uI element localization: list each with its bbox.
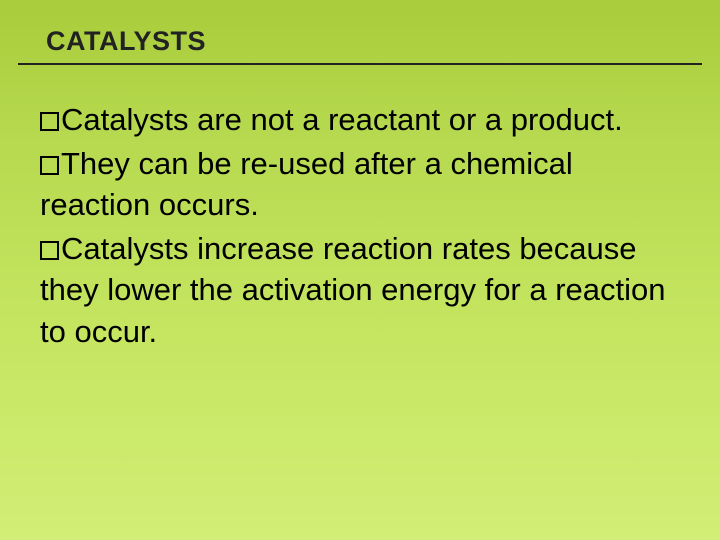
slide: CATALYSTS Catalysts are not a reactant o… bbox=[0, 0, 720, 540]
bullet-item: Catalysts are not a reactant or a produc… bbox=[40, 99, 680, 141]
slide-body: Catalysts are not a reactant or a produc… bbox=[0, 65, 720, 352]
bullet-box-icon bbox=[40, 112, 59, 131]
bullet-item: Catalysts increase reaction rates becaus… bbox=[40, 228, 680, 353]
bullet-item: They can be re-used after a chemical rea… bbox=[40, 143, 680, 226]
title-container: CATALYSTS bbox=[18, 0, 702, 65]
bullet-first-word: Catalysts bbox=[61, 231, 188, 266]
bullet-first-word: They bbox=[61, 146, 130, 181]
bullet-rest: are not a reactant or a product. bbox=[188, 102, 622, 137]
bullet-box-icon bbox=[40, 241, 59, 260]
bullet-box-icon bbox=[40, 156, 59, 175]
bullet-first-word: Catalysts bbox=[61, 102, 188, 137]
slide-title: CATALYSTS bbox=[46, 26, 674, 57]
